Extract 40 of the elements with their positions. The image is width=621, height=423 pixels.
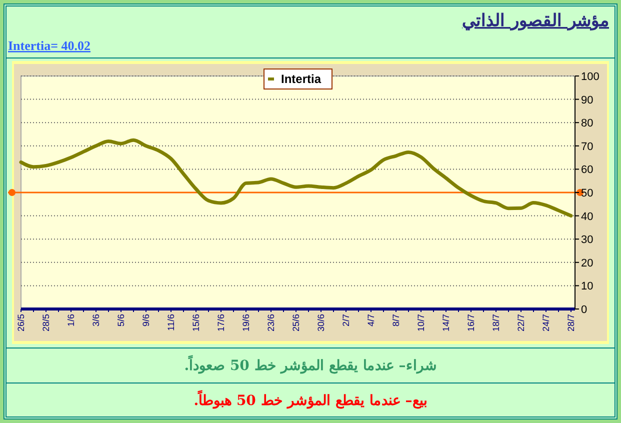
text: شراء– عندما يقطع المؤشر خط 50 صعوداً.	[184, 355, 437, 374]
x-tick-label: 17/6	[216, 314, 226, 332]
y-tick-label: 100	[581, 71, 600, 83]
x-tick-label: 26/5	[16, 314, 26, 332]
x-tick-label: 3/6	[91, 314, 101, 327]
y-tick-label: 20	[581, 257, 594, 270]
x-tick-label: 14/7	[441, 314, 451, 332]
x-tick-label: 25/6	[291, 314, 301, 332]
x-tick-label: 18/7	[491, 314, 501, 332]
x-tick-label: 28/5	[41, 314, 51, 332]
x-tick-label: 16/7	[466, 314, 476, 332]
chart-title: مؤشر القصور الذاتي	[462, 11, 609, 31]
chart-subtitle: Intertia= 40.02	[8, 38, 91, 53]
x-tick-label: 5/6	[116, 314, 126, 327]
y-tick-label: 40	[581, 210, 594, 223]
x-tick-label: 24/7	[541, 314, 551, 332]
y-tick-label: 30	[581, 234, 594, 246]
x-tick-label: 15/6	[191, 314, 201, 332]
y-tick-label: 70	[581, 140, 594, 153]
x-tick-label: 8/7	[391, 314, 401, 327]
y-tick-label: 0	[581, 304, 588, 316]
x-tick-label: 23/6	[266, 314, 276, 332]
text: بيع– عندما يقطع المؤشر خط 50 هبوطاً.	[194, 390, 428, 409]
y-tick-label: 60	[581, 164, 594, 176]
x-tick-label: 30/6	[316, 314, 326, 332]
x-tick-label: 4/7	[366, 314, 376, 327]
x-tick-label: 1/6	[66, 314, 76, 327]
y-tick-label: 80	[581, 118, 594, 130]
x-tick-label: 10/7	[416, 314, 426, 332]
legend-label: Intertia	[280, 72, 322, 86]
line-series	[19, 138, 573, 218]
x-tick-label: 2/7	[341, 314, 351, 327]
x-tick-label: 19/6	[241, 314, 251, 332]
x-tick-label: 11/6	[166, 314, 176, 331]
y-tick-label: 10	[581, 280, 594, 293]
x-tick-label: 28/7	[566, 314, 576, 332]
y-tick-label: 50	[581, 188, 594, 200]
x-tick-label: 22/7	[516, 314, 526, 332]
y-tick-label: 90	[581, 94, 594, 106]
x-tick-label: 9/6	[141, 314, 151, 327]
